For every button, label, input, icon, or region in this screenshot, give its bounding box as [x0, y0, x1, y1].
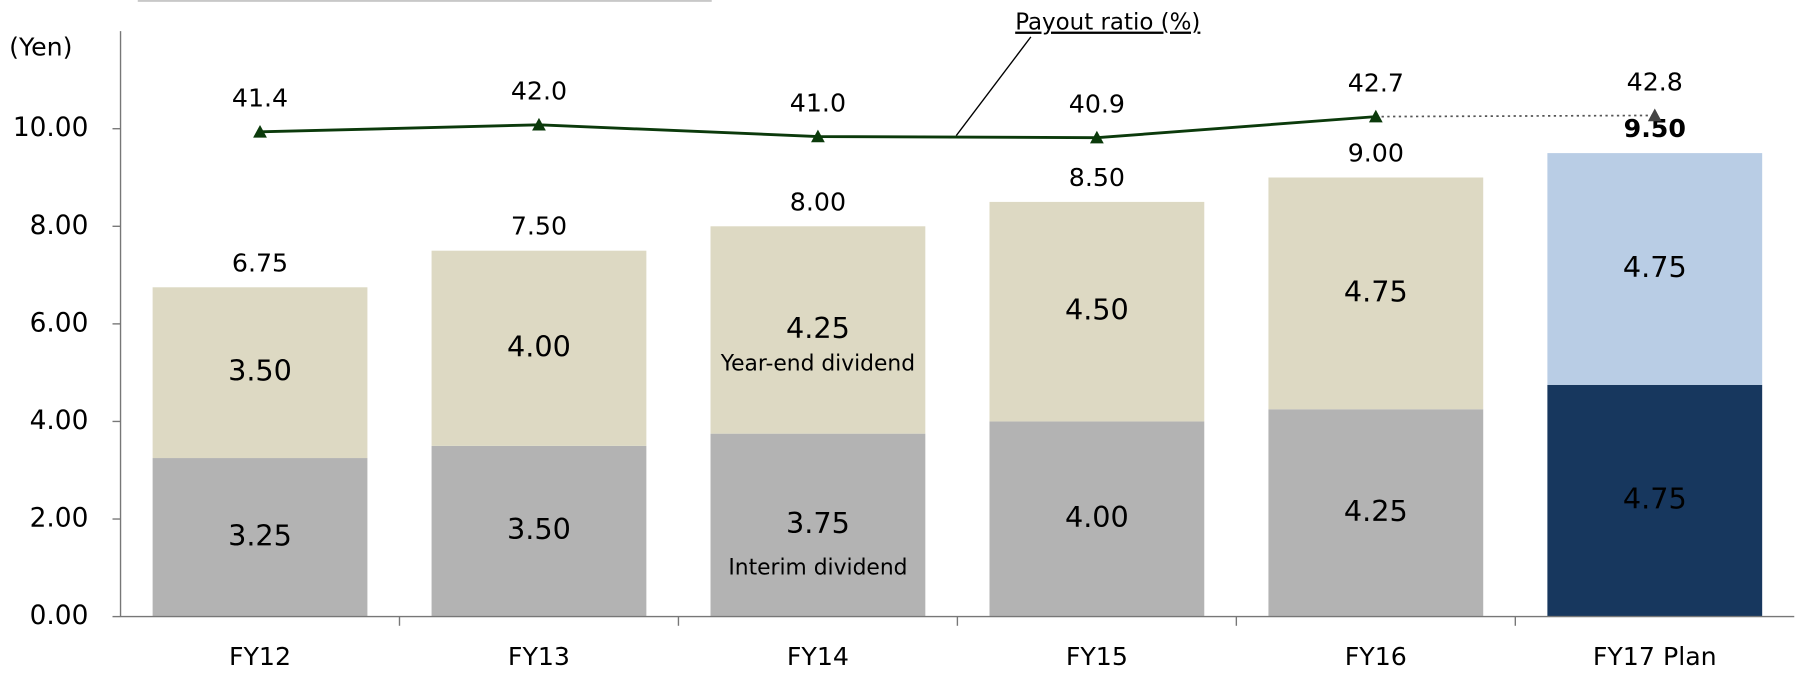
x-tick-label: FY14	[787, 642, 849, 671]
series-annotation: Interim dividend	[728, 556, 907, 581]
bar-value-label: 4.25	[786, 311, 850, 345]
bar-segment	[989, 421, 1205, 617]
payout-marker	[811, 129, 825, 143]
bar-segment	[710, 226, 926, 434]
y-tick-label: 8.00	[30, 210, 89, 241]
bar-segment	[1268, 409, 1484, 617]
bar-value-label: 4.75	[1623, 482, 1687, 516]
payout-label: 42.7	[1348, 68, 1404, 97]
bar-segment	[1547, 153, 1763, 385]
y-tick-label: 6.00	[30, 307, 89, 338]
payout-marker	[253, 124, 267, 138]
payout-label: 42.0	[511, 77, 567, 106]
bar-value-label: 4.00	[507, 329, 571, 363]
bar-value-label: 3.25	[228, 518, 292, 552]
payout-marker	[1647, 108, 1662, 122]
x-tick-label: FY17 Plan	[1593, 642, 1717, 671]
payout-marker	[1089, 130, 1104, 144]
bar-value-label: 4.75	[1344, 274, 1408, 308]
y-tick-label: 0.00	[30, 600, 89, 631]
x-tick-label: FY13	[508, 642, 570, 671]
leader-line	[955, 36, 1032, 137]
total-label: 8.00	[790, 187, 846, 216]
bar-value-label: 4.50	[1065, 293, 1129, 327]
bar-segment	[431, 445, 647, 617]
bar-value-label: 4.25	[1344, 494, 1408, 528]
line-series-name: Payout ratio (%)	[1015, 10, 1200, 36]
x-tick-label: FY12	[229, 642, 291, 671]
payout-marker	[532, 117, 546, 131]
bar-segment	[710, 433, 926, 617]
payout-label: 41.0	[790, 88, 846, 117]
total-label: 8.50	[1069, 163, 1125, 192]
total-label: 6.75	[232, 248, 288, 277]
bar-value-label: 3.50	[228, 354, 292, 388]
bar-value-label: 4.75	[1623, 250, 1687, 284]
payout-label: 41.4	[232, 84, 288, 113]
bar-value-label: 3.50	[507, 512, 571, 546]
y-tick-label: 4.00	[30, 405, 89, 436]
bar-segment	[152, 287, 368, 459]
payout-plan-line	[1375, 114, 1655, 118]
bar-segment	[152, 458, 368, 617]
bar-value-label: 3.75	[786, 506, 850, 540]
series-annotation: Year-end dividend	[720, 351, 915, 376]
payout-label: 42.8	[1627, 67, 1683, 96]
y-tick-label: 2.00	[30, 503, 89, 534]
bar-segment	[1547, 384, 1763, 617]
bar-segment	[1268, 177, 1484, 410]
bar-segment	[431, 250, 647, 446]
payout-label: 40.9	[1069, 90, 1125, 119]
y-axis-label: (Yen)	[9, 32, 72, 61]
total-label: 9.00	[1348, 139, 1404, 168]
bar-segment	[989, 201, 1205, 422]
y-tick-label: 10.00	[13, 112, 89, 143]
payout-marker	[1368, 109, 1383, 123]
bar-value-label: 4.00	[1065, 500, 1129, 534]
x-tick-label: FY15	[1066, 642, 1128, 671]
total-label: 7.50	[511, 212, 567, 241]
x-tick-label: FY16	[1345, 642, 1407, 671]
